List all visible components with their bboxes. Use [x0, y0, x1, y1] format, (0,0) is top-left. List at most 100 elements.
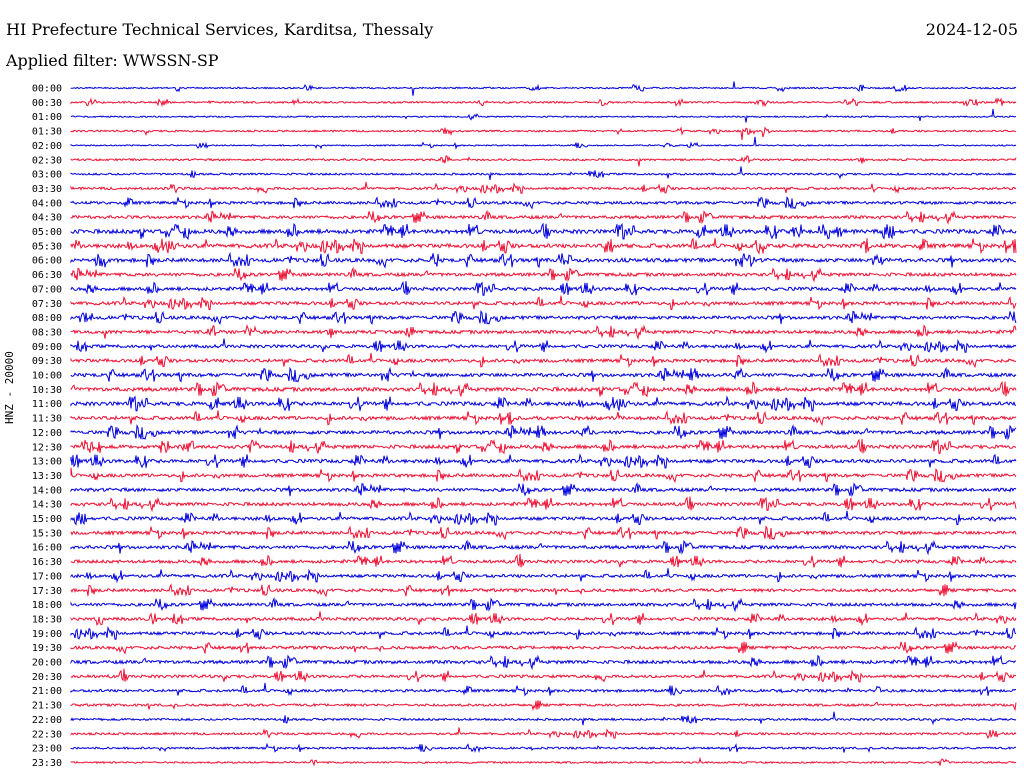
seismic-trace: [70, 611, 1017, 627]
seismic-trace: [70, 700, 1017, 712]
seismic-trace: [70, 410, 1017, 427]
seismic-trace: [70, 352, 1017, 369]
seismic-trace: [70, 182, 1017, 195]
row-time-label: 22:30: [32, 729, 62, 740]
seismic-trace: [70, 727, 1017, 740]
applied-filter: Applied filter: WWSSN-SP: [6, 51, 219, 70]
seismic-trace: [70, 668, 1016, 683]
row-time-label: 14:00: [32, 485, 62, 496]
seismic-trace: [70, 640, 1017, 655]
row-time-label: 08:00: [32, 313, 62, 324]
seismic-trace: [70, 126, 1017, 140]
row-time-label: 04:30: [32, 213, 62, 224]
seismic-trace: [70, 108, 1017, 123]
seismic-trace: [70, 597, 1017, 613]
row-time-label: 16:30: [32, 557, 62, 568]
row-time-label: 21:30: [32, 701, 62, 712]
seismic-trace: [70, 266, 1017, 283]
row-time-label: 02:30: [32, 155, 62, 166]
row-time-label: 16:00: [32, 543, 62, 554]
seismic-trace: [70, 155, 1017, 167]
row-time-label: 17:00: [32, 571, 62, 582]
row-time-label: 09:00: [32, 342, 62, 353]
seismic-trace: [70, 539, 1017, 556]
station-title: HI Prefecture Technical Services, Kardit…: [6, 20, 434, 39]
row-time-label: 19:00: [32, 629, 62, 640]
row-time-label: 14:30: [32, 500, 62, 511]
row-time-label: 07:00: [32, 284, 62, 295]
seismic-trace: [70, 496, 1017, 513]
seismic-trace: [70, 380, 1017, 398]
row-time-label: 20:30: [32, 672, 62, 683]
seismic-trace: [70, 366, 1017, 383]
seismic-trace: [70, 295, 1017, 311]
seismic-trace: [70, 625, 1017, 641]
seismic-trace: [70, 711, 1017, 726]
row-time-label: 19:30: [32, 643, 62, 654]
row-time-label: 12:00: [32, 428, 62, 439]
row-time-label: 12:30: [32, 442, 62, 453]
seismic-trace: [70, 424, 1017, 441]
row-time-label: 10:30: [32, 385, 62, 396]
seismic-trace: [70, 395, 1016, 412]
seismic-trace: [70, 338, 1017, 354]
seismic-trace: [70, 453, 1017, 469]
seismic-trace: [70, 756, 1016, 767]
row-time-label: 20:00: [32, 658, 62, 669]
seismic-trace: [70, 553, 1017, 568]
seismic-trace: [70, 742, 1016, 754]
seismic-trace: [70, 438, 1017, 455]
seismic-trace: [70, 196, 1017, 210]
seismic-trace: [70, 166, 1017, 180]
seismic-trace: [70, 525, 1017, 541]
seismic-trace: [70, 251, 1017, 269]
row-time-label: 13:00: [32, 457, 62, 468]
row-time-label: 01:30: [32, 127, 62, 138]
row-time-label: 02:00: [32, 141, 62, 152]
row-time-label: 18:30: [32, 614, 62, 625]
row-time-label: 11:00: [32, 399, 62, 410]
row-time-label: 07:30: [32, 299, 62, 310]
row-time-label: 05:30: [32, 241, 62, 252]
row-time-label: 06:30: [32, 270, 62, 281]
seismic-trace: [70, 222, 1017, 241]
row-time-label: 22:00: [32, 715, 62, 726]
seismic-trace: [70, 467, 1017, 483]
row-time-label: 13:30: [32, 471, 62, 482]
row-time-label: 05:00: [32, 227, 62, 238]
row-time-label: 18:00: [32, 600, 62, 611]
seismic-trace: [70, 237, 1017, 255]
seismic-trace: [70, 510, 1017, 526]
row-time-label: 15:00: [32, 514, 62, 525]
seismic-trace: [70, 136, 1017, 150]
row-time-label: 17:30: [32, 586, 62, 597]
seismic-trace: [70, 568, 1017, 584]
seismic-trace: [70, 583, 1017, 598]
row-time-label: 10:00: [32, 371, 62, 382]
seismic-trace: [70, 97, 1017, 108]
row-time-label: 03:30: [32, 184, 62, 195]
row-time-label: 21:00: [32, 686, 62, 697]
seismic-trace: [70, 482, 1017, 498]
row-time-label: 09:30: [32, 356, 62, 367]
seismic-trace: [70, 209, 1017, 225]
row-time-label: 23:00: [32, 744, 62, 755]
row-time-label: 00:00: [32, 84, 62, 95]
row-time-label: 00:30: [32, 98, 62, 109]
row-time-label: 01:00: [32, 112, 62, 123]
seismic-trace: [70, 281, 1017, 296]
record-date: 2024-12-05: [925, 20, 1018, 39]
row-time-label: 11:30: [32, 414, 62, 425]
seismic-trace: [70, 682, 1017, 697]
row-time-label: 15:30: [32, 528, 62, 539]
row-time-label: 03:00: [32, 170, 62, 181]
row-time-label: 08:30: [32, 327, 62, 338]
seismic-trace: [70, 654, 1017, 671]
row-time-label: 23:30: [32, 758, 62, 769]
row-time-label: 04:00: [32, 198, 62, 209]
seismic-trace: [70, 309, 1017, 326]
seismic-trace: [70, 81, 1017, 96]
row-time-label: 06:00: [32, 256, 62, 267]
seismic-trace: [70, 323, 1017, 341]
